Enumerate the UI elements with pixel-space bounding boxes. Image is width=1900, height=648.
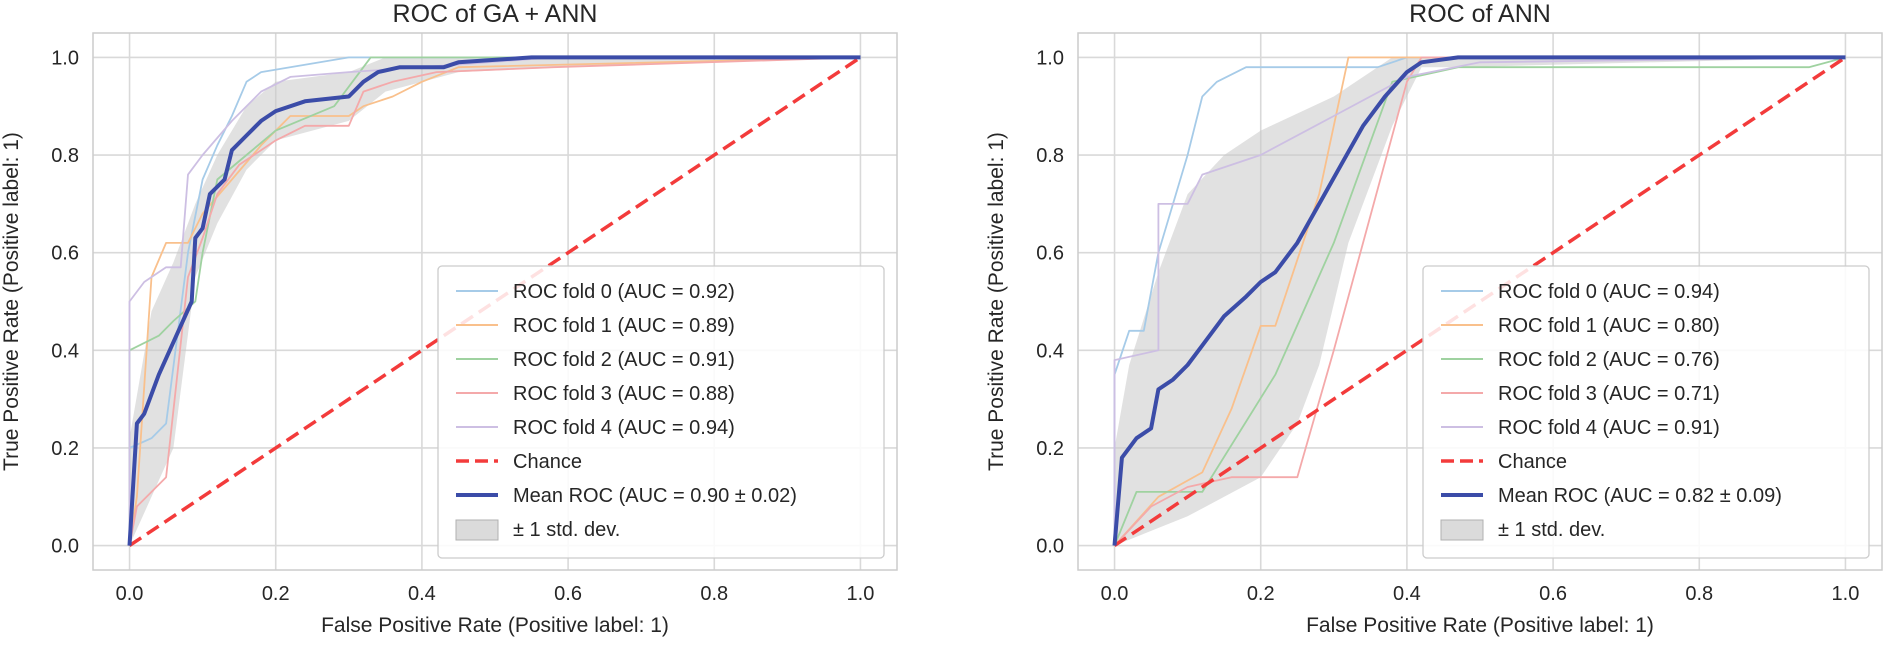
- x-tick-label: 0.2: [262, 583, 290, 605]
- y-tick-label: 0.0: [51, 536, 79, 558]
- y-tick-label: 0.6: [1036, 243, 1064, 265]
- x-axis-label: False Positive Rate (Positive label: 1): [1306, 614, 1654, 637]
- x-tick-label: 0.0: [116, 583, 144, 605]
- y-tick-label: 1.0: [1036, 47, 1064, 69]
- x-axis-label: False Positive Rate (Positive label: 1): [321, 614, 669, 637]
- legend-label: ROC fold 2 (AUC = 0.91): [513, 349, 735, 371]
- roc-fold-2-line: [1113, 56, 1846, 546]
- x-tick-label: 1.0: [847, 583, 875, 605]
- y-tick-label: 0.4: [1036, 340, 1064, 362]
- x-tick-label: 0.8: [1685, 583, 1713, 605]
- legend-label: ROC fold 1 (AUC = 0.80): [1498, 315, 1720, 337]
- plot-frame: [92, 32, 898, 571]
- legend-label: Chance: [513, 451, 582, 473]
- y-axis-label: True Positive Rate (Positive label: 1): [985, 132, 1008, 471]
- y-tick-label: 0.8: [1036, 145, 1064, 167]
- legend-label: ROC fold 3 (AUC = 0.88): [513, 383, 735, 405]
- mean-roc-line: [127, 55, 861, 546]
- legend-label: ± 1 std. dev.: [513, 519, 620, 541]
- legend-label: ROC fold 4 (AUC = 0.91): [1498, 417, 1720, 439]
- roc-fold-3-line: [128, 56, 861, 546]
- x-tick-label: 0.0: [1101, 583, 1129, 605]
- y-tick-label: 0.6: [51, 243, 79, 265]
- x-tick-label: 0.2: [1247, 583, 1275, 605]
- legend: ROC fold 0 (AUC = 0.94) ROC fold 1 (AUC =…: [1422, 265, 1870, 559]
- legend-swatch-band: [1440, 519, 1484, 541]
- legend-swatch-band: [455, 519, 499, 541]
- legend-label: ROC fold 3 (AUC = 0.71): [1498, 383, 1720, 405]
- x-tick-label: 0.4: [1393, 583, 1421, 605]
- legend-label: ROC fold 2 (AUC = 0.76): [1498, 349, 1720, 371]
- roc-fold-4-line: [1113, 56, 1846, 546]
- y-tick-label: 0.8: [51, 145, 79, 167]
- x-tick-label: 0.6: [554, 583, 582, 605]
- roc-fold-1-line: [1113, 56, 1846, 547]
- y-tick-label: 0.4: [51, 340, 79, 362]
- chart-title: ROC of GA + ANN: [393, 0, 598, 28]
- legend-label: Chance: [1498, 451, 1567, 473]
- legend-label: ROC fold 0 (AUC = 0.94): [1498, 281, 1720, 303]
- x-tick-label: 1.0: [1832, 583, 1860, 605]
- y-tick-label: 0.0: [1036, 536, 1064, 558]
- legend-label: Mean ROC (AUC = 0.82 ± 0.09): [1498, 485, 1782, 507]
- plot-frame: [1077, 32, 1883, 571]
- roc-chart-ga-ann: 0.0 0.2 0.4 0.6 0.8 1.0 0.0 0.2 0.4 0.6 0.8 1.0 ROC …: [0, 0, 898, 637]
- y-tick-label: 0.2: [1036, 438, 1064, 460]
- roc-fold-0-line: [1113, 56, 1846, 546]
- y-tick-label: 0.2: [51, 438, 79, 460]
- legend-box: [1422, 265, 1870, 559]
- chart-title: ROC of ANN: [1409, 0, 1551, 28]
- legend: ROC fold 0 (AUC = 0.92) ROC fold 1 (AUC =…: [437, 265, 885, 559]
- legend-label: ROC fold 1 (AUC = 0.89): [513, 315, 735, 337]
- roc-fold-1-line: [128, 56, 861, 546]
- x-tick-label: 0.4: [408, 583, 436, 605]
- legend-box: [437, 265, 885, 559]
- legend-label: Mean ROC (AUC = 0.90 ± 0.02): [513, 485, 797, 507]
- legend-label: ROC fold 0 (AUC = 0.92): [513, 281, 735, 303]
- roc-fold-0-line: [128, 56, 861, 546]
- legend-label: ± 1 std. dev.: [1498, 519, 1605, 541]
- y-tick-label: 1.0: [51, 47, 79, 69]
- x-tick-label: 0.6: [1539, 583, 1567, 605]
- mean-roc-line: [1112, 55, 1846, 546]
- y-axis-label: True Positive Rate (Positive label: 1): [0, 132, 23, 471]
- legend-label: ROC fold 4 (AUC = 0.94): [513, 417, 735, 439]
- roc-chart-ann: 0.0 0.2 0.4 0.6 0.8 1.0 0.0 0.2 0.4 0.6 0.8 1.0 ROC …: [985, 0, 1883, 637]
- x-tick-label: 0.8: [700, 583, 728, 605]
